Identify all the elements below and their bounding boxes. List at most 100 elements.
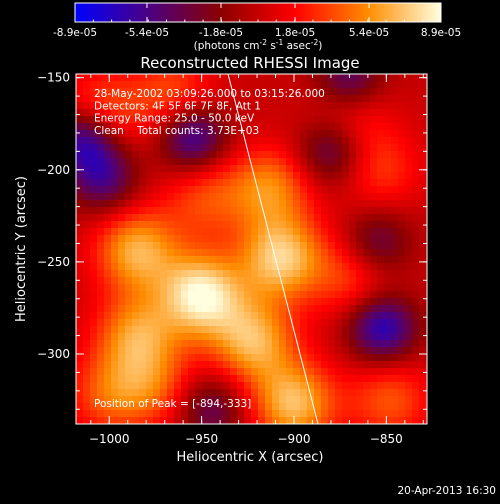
- heatmap-pixel: [146, 354, 154, 362]
- heatmap-pixel: [251, 165, 259, 173]
- heatmap-pixel: [202, 249, 210, 257]
- heatmap-pixel: [251, 186, 259, 194]
- heatmap-pixel: [419, 375, 427, 383]
- heatmap-pixel: [412, 88, 420, 96]
- heatmap-pixel: [216, 263, 224, 271]
- heatmap-pixel: [146, 347, 154, 355]
- heatmap-pixel: [244, 207, 252, 215]
- heatmap-pixel: [202, 193, 210, 201]
- heatmap-pixel: [188, 284, 196, 292]
- heatmap-pixel: [335, 256, 343, 264]
- heatmap-pixel: [391, 144, 399, 152]
- heatmap-pixel: [167, 256, 175, 264]
- heatmap-pixel: [118, 417, 126, 424]
- heatmap-pixel: [265, 270, 273, 278]
- heatmap-pixel: [349, 81, 357, 89]
- heatmap-pixel: [412, 270, 420, 278]
- heatmap-pixel: [132, 326, 140, 334]
- heatmap-pixel: [237, 193, 245, 201]
- heatmap-pixel: [90, 319, 98, 327]
- heatmap-pixel: [328, 200, 336, 208]
- heatmap-pixel: [181, 151, 189, 159]
- heatmap-pixel: [76, 312, 84, 320]
- heatmap-pixel: [300, 417, 308, 424]
- heatmap-pixel: [160, 242, 168, 250]
- heatmap-pixel: [216, 88, 224, 96]
- heatmap-pixel: [174, 151, 182, 159]
- heatmap-pixel: [377, 263, 385, 271]
- heatmap-pixel: [83, 186, 91, 194]
- heatmap-pixel: [349, 256, 357, 264]
- heatmap-pixel: [132, 396, 140, 404]
- heatmap-pixel: [377, 249, 385, 257]
- heatmap-pixel: [286, 368, 294, 376]
- heatmap-pixel: [174, 123, 182, 131]
- heatmap-pixel: [370, 137, 378, 145]
- heatmap-pixel: [181, 354, 189, 362]
- heatmap-pixel: [223, 130, 231, 138]
- heatmap-pixel: [356, 144, 364, 152]
- heatmap-pixel: [398, 137, 406, 145]
- heatmap-pixel: [391, 389, 399, 397]
- heatmap-pixel: [300, 354, 308, 362]
- heatmap-pixel: [104, 74, 112, 82]
- heatmap-pixel: [111, 228, 119, 236]
- heatmap-pixel: [293, 123, 301, 131]
- heatmap-pixel: [328, 179, 336, 187]
- heatmap-pixel: [223, 375, 231, 383]
- heatmap-pixel: [349, 193, 357, 201]
- heatmap-pixel: [321, 333, 329, 341]
- heatmap-pixel: [412, 298, 420, 306]
- heatmap-pixel: [321, 389, 329, 397]
- heatmap-pixel: [97, 319, 105, 327]
- heatmap-pixel: [244, 74, 252, 82]
- heatmap-pixel: [419, 228, 427, 236]
- heatmap-pixel: [83, 228, 91, 236]
- heatmap-pixel: [188, 326, 196, 334]
- heatmap-pixel: [412, 319, 420, 327]
- heatmap-pixel: [83, 263, 91, 271]
- heatmap-pixel: [230, 368, 238, 376]
- heatmap-pixel: [300, 186, 308, 194]
- heatmap-pixel: [398, 151, 406, 159]
- heatmap-pixel: [132, 102, 140, 110]
- heatmap-pixel: [293, 354, 301, 362]
- heatmap-pixel: [321, 207, 329, 215]
- heatmap-pixel: [244, 242, 252, 250]
- heatmap-pixel: [391, 193, 399, 201]
- heatmap-pixel: [314, 74, 322, 82]
- heatmap-pixel: [223, 109, 231, 117]
- heatmap-pixel: [139, 389, 147, 397]
- heatmap-pixel: [314, 263, 322, 271]
- heatmap-pixel: [132, 207, 140, 215]
- heatmap-pixel: [181, 193, 189, 201]
- heatmap-pixel: [76, 340, 84, 348]
- heatmap-pixel: [349, 270, 357, 278]
- heatmap-pixel: [139, 291, 147, 299]
- heatmap-pixel: [265, 207, 273, 215]
- heatmap-pixel: [202, 207, 210, 215]
- heatmap-pixel: [321, 277, 329, 285]
- heatmap-pixel: [174, 319, 182, 327]
- heatmap-pixel: [398, 382, 406, 390]
- heatmap-pixel: [314, 165, 322, 173]
- heatmap-pixel: [174, 172, 182, 180]
- heatmap-pixel: [160, 263, 168, 271]
- heatmap-pixel: [160, 228, 168, 236]
- heatmap-pixel: [132, 249, 140, 257]
- heatmap-pixel: [160, 396, 168, 404]
- heatmap-pixel: [307, 81, 315, 89]
- heatmap-pixel: [125, 396, 133, 404]
- heatmap-pixel: [216, 193, 224, 201]
- heatmap-pixel: [244, 249, 252, 257]
- heatmap-pixel: [209, 179, 217, 187]
- heatmap-pixel: [328, 88, 336, 96]
- heatmap-pixel: [258, 326, 266, 334]
- heatmap-pixel: [188, 137, 196, 145]
- heatmap-pixel: [293, 81, 301, 89]
- heatmap-pixel: [146, 186, 154, 194]
- heatmap-pixel: [328, 389, 336, 397]
- heatmap-pixel: [391, 263, 399, 271]
- heatmap-pixel: [377, 284, 385, 292]
- heatmap-pixel: [314, 396, 322, 404]
